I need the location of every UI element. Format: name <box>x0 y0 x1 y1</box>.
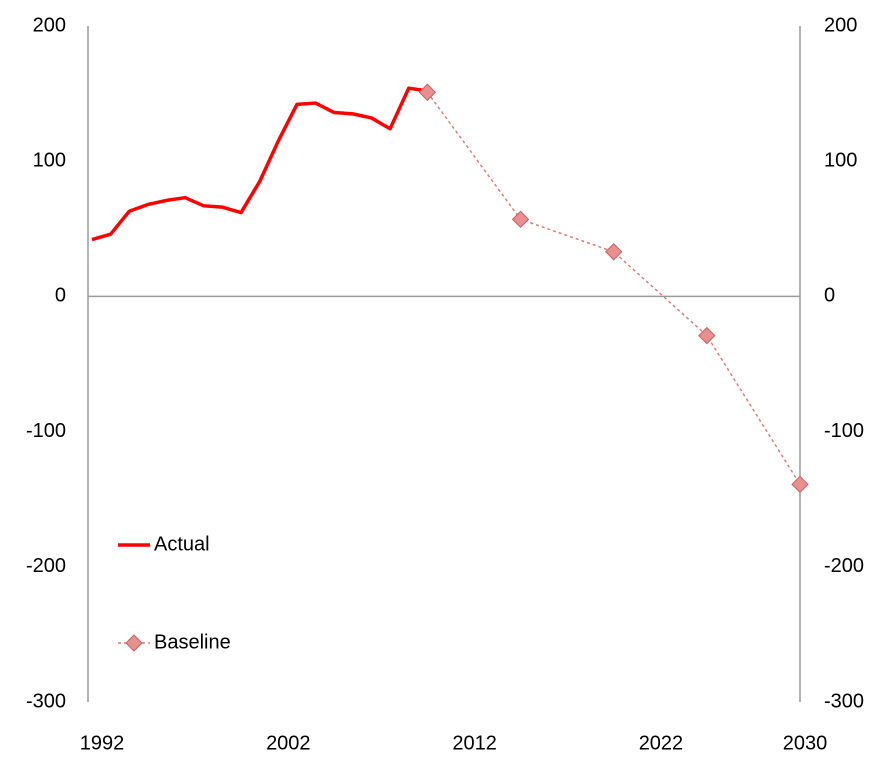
y-tick-label: 100 <box>33 149 66 171</box>
x-tick-label: 1992 <box>80 732 125 754</box>
marker <box>511 210 530 229</box>
y2-tick-label: -200 <box>824 555 864 577</box>
y2-tick-label: 100 <box>824 149 857 171</box>
y2-tick-label: -300 <box>824 690 864 712</box>
marker <box>604 243 623 261</box>
y2-tick-label: -100 <box>824 420 864 442</box>
y-tick-label: -300 <box>26 690 66 712</box>
x-tick-label: 2012 <box>452 732 497 754</box>
legend-label: Actual <box>154 533 210 555</box>
x-tick-label: 2022 <box>639 732 684 754</box>
y-tick-label: -200 <box>26 555 66 577</box>
y-tick-label: -100 <box>26 420 66 442</box>
marker <box>418 83 437 101</box>
y2-tick-label: 200 <box>824 14 857 36</box>
y2-tick-label: 0 <box>824 285 835 307</box>
legend-marker <box>125 634 143 652</box>
series-line <box>426 91 801 485</box>
x-tick-label: 2030 <box>783 732 828 754</box>
marker <box>791 475 809 494</box>
legend-label: Baseline <box>154 631 231 653</box>
x-tick-label: 2002 <box>266 732 311 754</box>
series-line <box>91 86 428 242</box>
y-tick-label: 0 <box>55 285 66 307</box>
y-tick-label: 200 <box>33 14 66 36</box>
marker <box>698 326 716 345</box>
